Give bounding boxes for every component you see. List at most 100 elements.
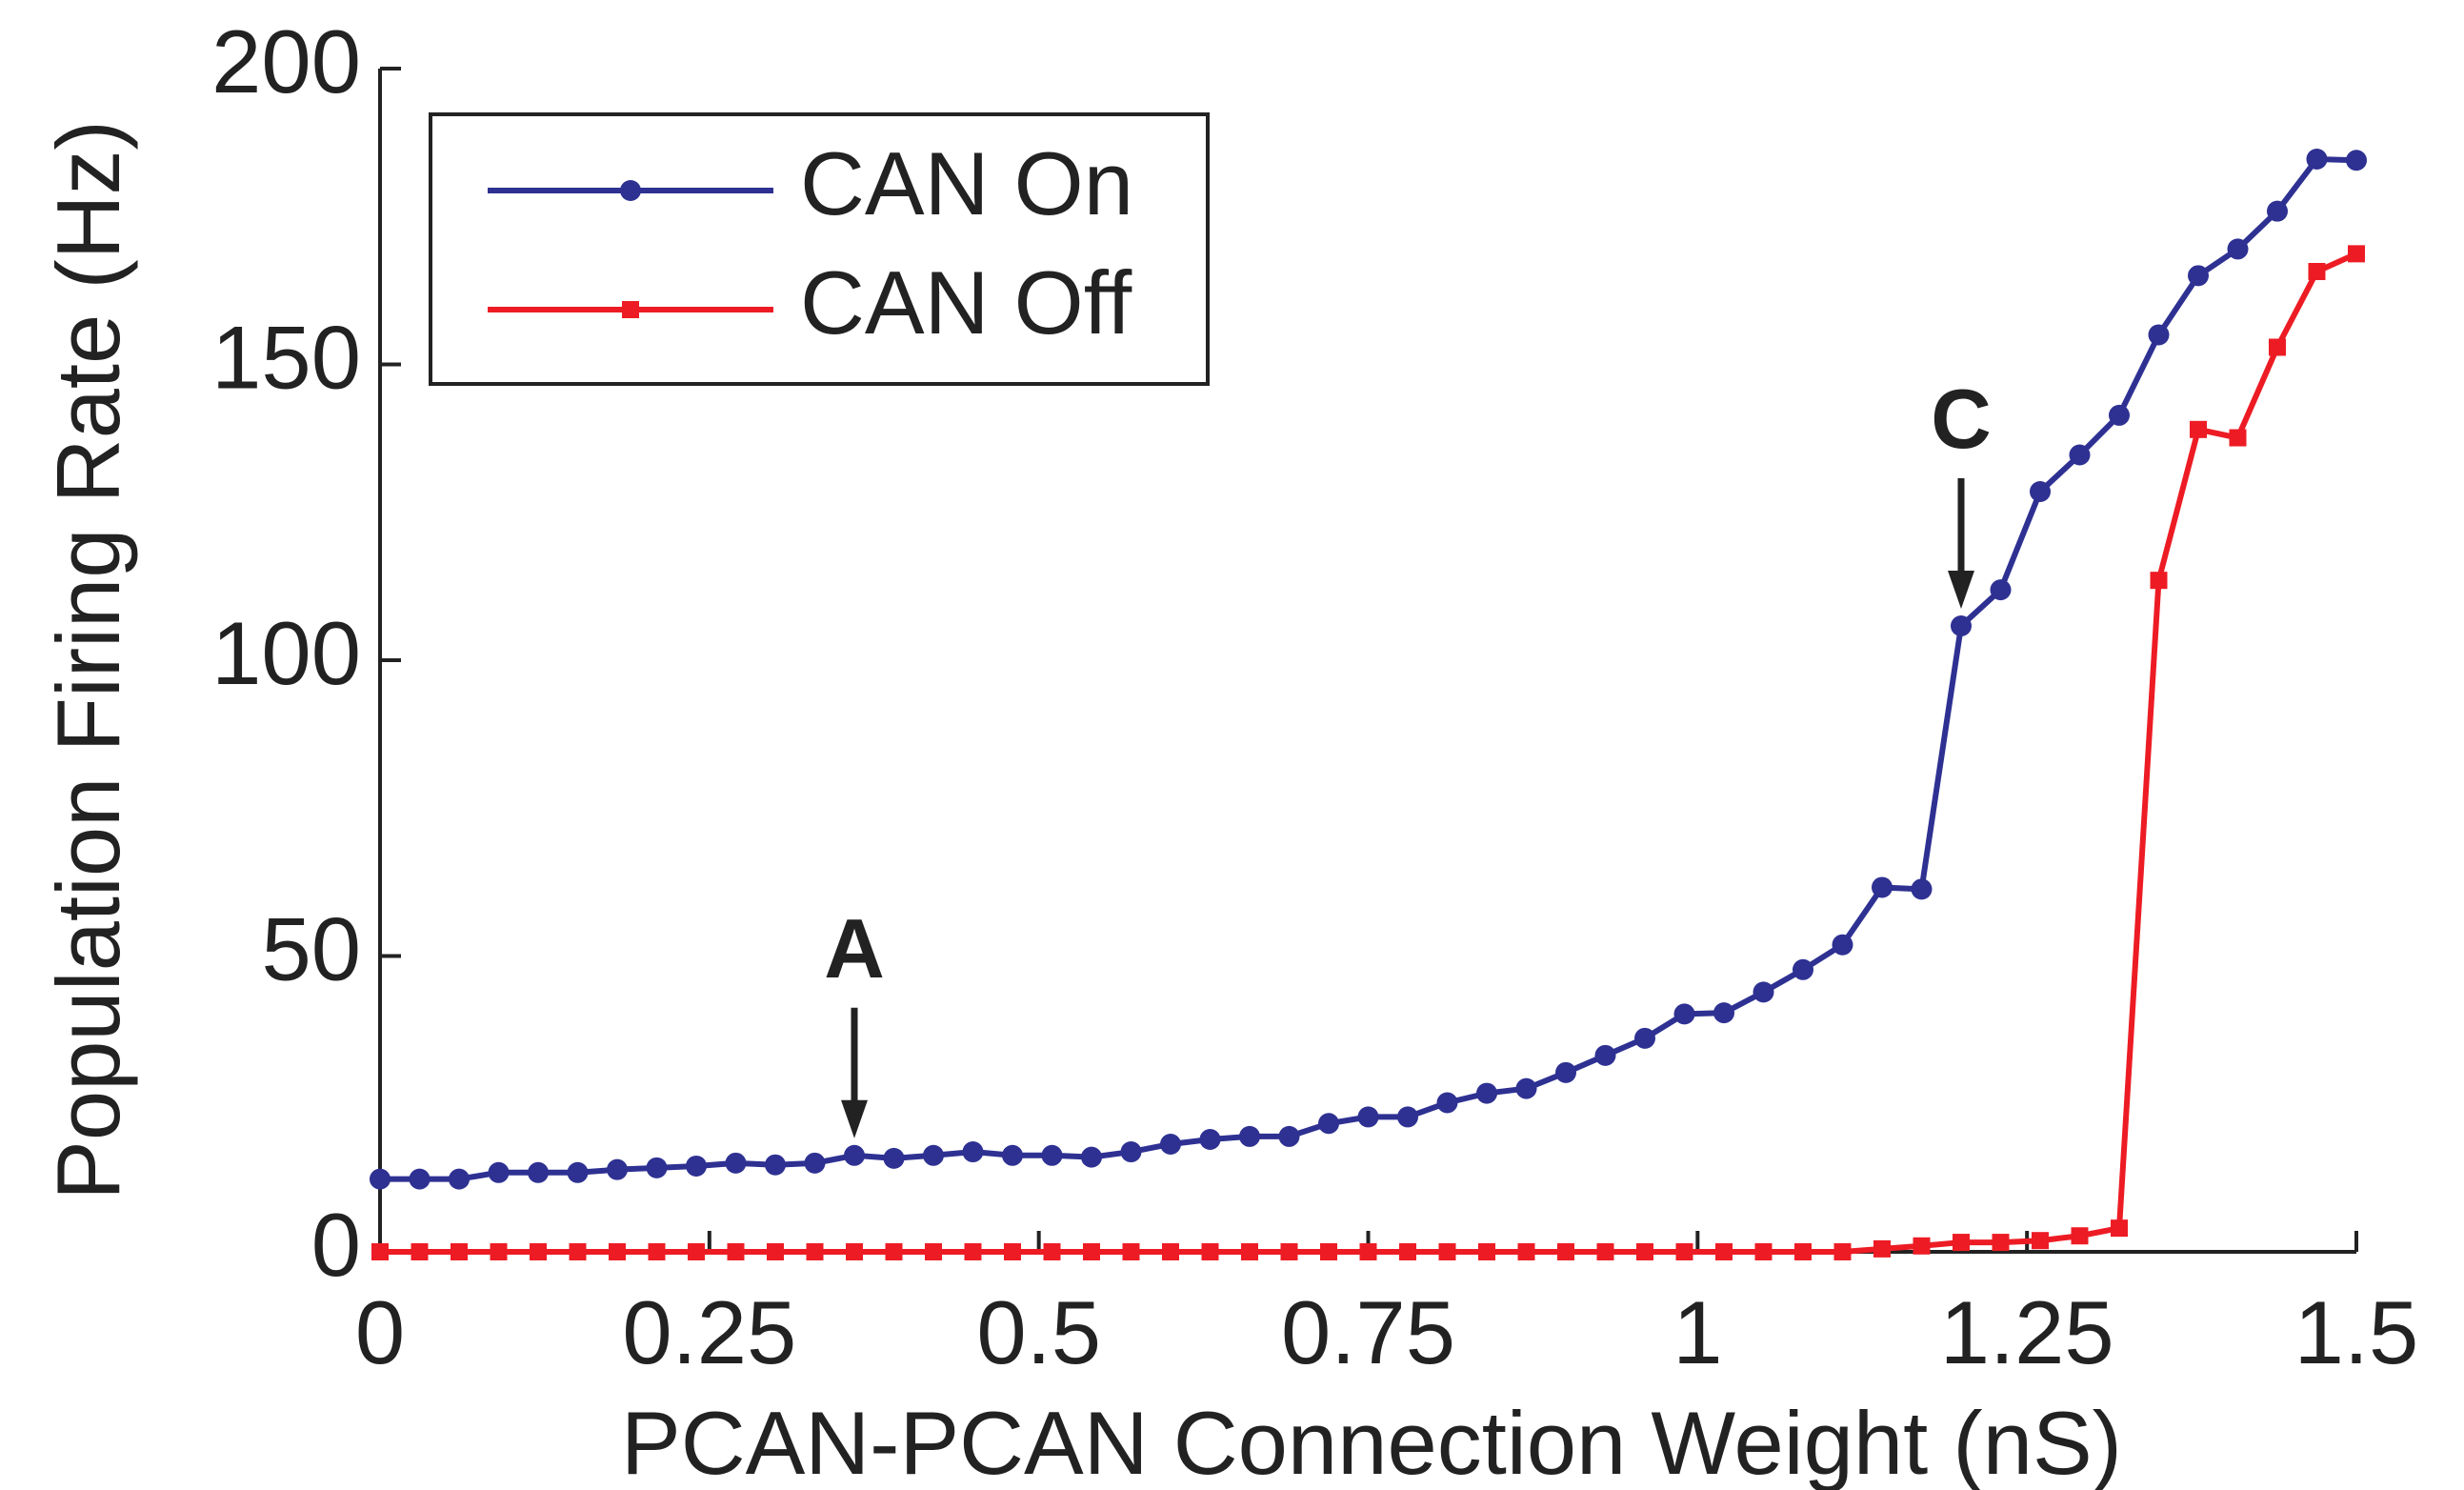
marker: [2308, 263, 2326, 281]
marker: [490, 1243, 508, 1260]
legend-marker: [620, 180, 641, 201]
annotation-arrowhead: [1948, 570, 1974, 609]
marker: [2148, 324, 2170, 346]
marker: [2227, 238, 2249, 260]
marker: [804, 1152, 826, 1174]
marker: [1438, 1243, 1456, 1260]
marker: [1199, 1129, 1221, 1151]
marker: [567, 1161, 589, 1183]
marker: [1476, 1082, 1497, 1104]
marker: [1239, 1125, 1260, 1147]
marker: [767, 1243, 784, 1260]
marker: [1634, 1027, 1655, 1049]
x-tick-label: 0.25: [622, 1282, 796, 1382]
marker: [2190, 420, 2207, 438]
marker: [2071, 1227, 2089, 1245]
marker: [1754, 1243, 1773, 1260]
marker: [1713, 1002, 1734, 1024]
marker: [1397, 1106, 1418, 1128]
marker: [1320, 1243, 1337, 1260]
marker: [2346, 150, 2367, 171]
x-tick-label: 0.75: [1281, 1282, 1455, 1382]
marker: [646, 1157, 668, 1178]
marker: [1557, 1243, 1574, 1260]
legend-marker: [622, 301, 639, 318]
marker: [488, 1161, 510, 1183]
marker: [1083, 1243, 1100, 1260]
marker: [885, 1243, 903, 1260]
annotation-label: C: [1931, 372, 1992, 466]
marker: [1951, 614, 1972, 636]
marker: [923, 1144, 944, 1166]
marker: [1081, 1146, 1102, 1168]
marker: [569, 1243, 587, 1260]
y-tick-label: 150: [211, 307, 361, 407]
marker: [846, 1243, 863, 1260]
annotation-arrowhead: [841, 1099, 868, 1138]
marker: [1715, 1243, 1733, 1260]
marker: [1002, 1144, 1023, 1166]
marker: [528, 1161, 549, 1183]
marker: [370, 1168, 391, 1190]
x-tick-label: 0.5: [976, 1282, 1101, 1382]
marker: [725, 1152, 747, 1174]
marker: [1675, 1243, 1693, 1260]
marker: [1357, 1106, 1379, 1128]
marker: [1201, 1243, 1219, 1260]
legend-label: CAN Off: [800, 252, 1132, 352]
annotation-label: A: [824, 901, 885, 996]
marker: [2269, 338, 2286, 356]
marker: [1911, 878, 1933, 900]
marker: [1122, 1243, 1140, 1260]
marker: [688, 1243, 705, 1260]
y-tick-label: 50: [261, 898, 361, 998]
legend-box: [429, 112, 1210, 386]
marker: [727, 1243, 745, 1260]
marker: [1278, 1125, 1300, 1147]
marker: [1793, 958, 1813, 980]
marker: [1004, 1243, 1021, 1260]
marker: [1041, 1144, 1063, 1166]
marker: [2032, 1232, 2049, 1250]
marker: [1873, 1239, 1891, 1258]
marker: [1833, 1243, 1852, 1260]
marker: [1794, 1243, 1812, 1260]
marker: [1596, 1243, 1614, 1260]
marker: [1120, 1141, 1142, 1163]
marker: [925, 1243, 942, 1260]
y-tick-label: 200: [211, 11, 361, 111]
marker: [409, 1168, 431, 1190]
x-tick-label: 1: [1673, 1282, 1722, 1382]
marker: [1953, 1234, 1970, 1252]
marker: [765, 1154, 786, 1176]
marker: [1673, 1003, 1695, 1025]
marker: [2267, 200, 2288, 222]
x-tick-label: 1.25: [1940, 1282, 2114, 1382]
marker: [1318, 1113, 1339, 1135]
marker: [1913, 1237, 1931, 1255]
marker: [1241, 1243, 1258, 1260]
x-axis-label: PCAN-PCAN Connection Weight (nS): [621, 1393, 2122, 1490]
marker: [1478, 1243, 1495, 1260]
series-line: [380, 251, 2358, 1255]
marker: [1280, 1243, 1298, 1260]
x-tick-label: 0: [355, 1282, 405, 1382]
legend-label: CAN On: [800, 133, 1133, 233]
marker: [962, 1141, 984, 1163]
marker: [844, 1144, 865, 1166]
marker: [1753, 981, 1774, 1003]
x-tick-label: 1.5: [2294, 1282, 2419, 1382]
marker: [2348, 245, 2365, 263]
marker: [607, 1158, 628, 1180]
y-tick-label: 0: [311, 1195, 361, 1295]
marker: [686, 1155, 707, 1177]
marker: [1555, 1061, 1576, 1083]
marker: [1832, 934, 1853, 956]
marker: [1872, 876, 1893, 898]
marker: [2111, 1219, 2128, 1238]
marker: [806, 1243, 824, 1260]
marker: [1043, 1243, 1061, 1260]
marker: [451, 1243, 468, 1260]
